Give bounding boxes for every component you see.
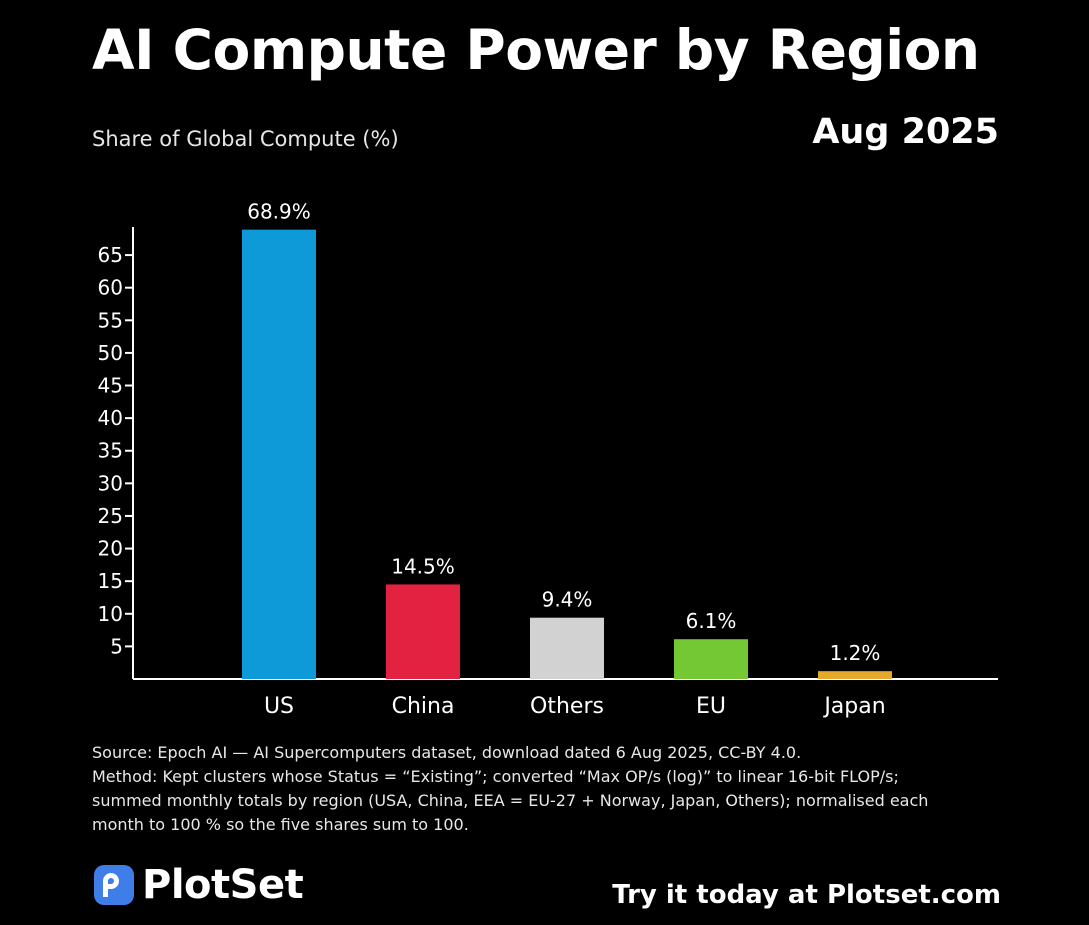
category-label-others: Others xyxy=(530,694,604,719)
y-tick-label: 45 xyxy=(98,374,123,398)
bar-others xyxy=(530,617,604,679)
category-label-china: China xyxy=(392,694,455,719)
y-tick-label: 40 xyxy=(98,406,123,430)
chart-title: AI Compute Power by Region xyxy=(92,18,980,82)
data-label-japan: 1.2% xyxy=(830,641,881,665)
bar-chart: 5 10 15 20 25 30 35 40 45 50 55 60 65 68.9% US 14.5% Ch… xyxy=(98,200,998,719)
y-tick-label: 55 xyxy=(98,308,123,332)
bar-us xyxy=(242,229,316,680)
y-tick-label: 65 xyxy=(98,243,123,267)
y-tick-label: 35 xyxy=(98,439,123,463)
bar-eu xyxy=(674,639,748,679)
data-label-others: 9.4% xyxy=(542,588,593,612)
category-label-japan: Japan xyxy=(822,694,885,719)
date-label: Aug 2025 xyxy=(812,112,999,152)
method-note-line-2: summed monthly totals by region (USA, Ch… xyxy=(92,791,929,810)
bar-japan xyxy=(818,671,892,679)
call-to-action: Try it today at Plotset.com xyxy=(612,880,1001,910)
y-tick-label: 60 xyxy=(98,276,123,300)
method-note-line-3: month to 100 % so the five shares sum to… xyxy=(92,815,469,834)
brand-name: PlotSet xyxy=(142,862,304,908)
data-label-eu: 6.1% xyxy=(686,609,737,633)
y-tick-label: 50 xyxy=(98,341,123,365)
category-label-us: US xyxy=(264,694,294,719)
category-label-eu: EU xyxy=(696,694,726,719)
y-tick-label: 25 xyxy=(98,504,123,528)
y-tick-label: 20 xyxy=(98,537,123,561)
bar-china xyxy=(386,584,460,679)
y-tick-label: 10 xyxy=(98,602,123,626)
y-tick-label: 30 xyxy=(98,471,123,495)
chart-notes: Source: Epoch AI — AI Supercomputers dat… xyxy=(92,741,1012,837)
chart-bars: 68.9% US 14.5% China 9.4% Others 6.1% EU 1.2% Jap… xyxy=(242,200,892,719)
data-label-china: 14.5% xyxy=(391,554,455,578)
y-tick-label: 15 xyxy=(98,569,123,593)
method-note-line-1: Method: Kept clusters whose Status = “Ex… xyxy=(92,767,899,786)
y-axis-label: Share of Global Compute (%) xyxy=(92,127,399,151)
data-label-us: 68.9% xyxy=(247,200,311,224)
brand: PlotSet xyxy=(94,862,304,908)
y-tick-label: 5 xyxy=(110,634,123,658)
source-note: Source: Epoch AI — AI Supercomputers dat… xyxy=(92,743,802,762)
plotset-logo-icon xyxy=(94,865,134,905)
